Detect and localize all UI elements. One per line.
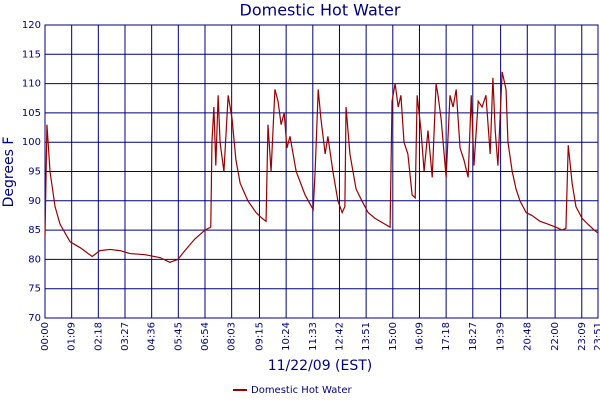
x-tick-label: 06:54 xyxy=(200,322,211,351)
x-tick-label: 01:09 xyxy=(67,322,78,351)
y-tick-label: 75 xyxy=(28,284,41,295)
y-tick-label: 80 xyxy=(28,254,41,265)
x-tick-label: 19:39 xyxy=(496,322,507,351)
y-axis-label: Degrees F xyxy=(1,137,17,208)
y-tick-label: 100 xyxy=(22,137,41,148)
x-tick-label: 22:00 xyxy=(550,322,561,351)
x-tick-label: 02:18 xyxy=(93,322,104,351)
x-tick-label: 20:48 xyxy=(522,322,533,351)
x-tick-label: 08:03 xyxy=(227,322,238,351)
x-tick-label: 09:15 xyxy=(254,322,265,351)
y-tick-label: 110 xyxy=(22,79,41,90)
y-tick-label: 105 xyxy=(22,108,41,119)
x-tick-label: 12:42 xyxy=(334,322,345,351)
x-tick-label: 17:18 xyxy=(441,322,452,351)
x-tick-label: 23:09 xyxy=(577,322,588,351)
x-tick-label: 03:27 xyxy=(120,322,131,351)
y-tick-label: 90 xyxy=(28,196,41,207)
x-axis-label: 11/22/09 (EST) xyxy=(268,358,373,374)
x-tick-label: 13:51 xyxy=(361,322,372,351)
y-tick-label: 115 xyxy=(22,49,41,60)
x-tick-label: 23:51 xyxy=(593,322,600,351)
y-tick-label: 85 xyxy=(28,225,41,236)
y-tick-label: 95 xyxy=(28,167,41,178)
x-tick-label: 15:00 xyxy=(388,322,399,351)
x-tick-label: 16:09 xyxy=(414,322,425,351)
x-tick-label: 05:45 xyxy=(173,322,184,351)
data-line xyxy=(44,71,599,263)
chart-title: Domestic Hot Water xyxy=(240,1,401,20)
x-tick-label: 00:00 xyxy=(40,322,51,351)
x-tick-label: 11:33 xyxy=(308,322,319,351)
x-tick-label: 10:24 xyxy=(281,322,292,351)
legend-label: Domestic Hot Water xyxy=(251,385,352,396)
x-tick-label: 04:36 xyxy=(147,322,158,351)
y-tick-label: 120 xyxy=(22,20,41,31)
x-tick-label: 18:27 xyxy=(468,322,479,351)
y-tick-label: 70 xyxy=(28,313,41,324)
